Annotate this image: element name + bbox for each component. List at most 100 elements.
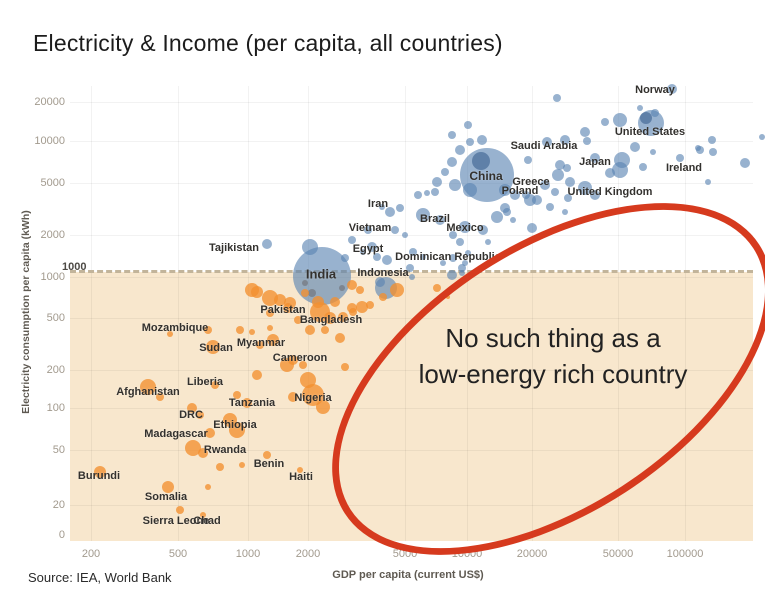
bubble: [708, 136, 716, 144]
y-axis-tick: 2000: [40, 229, 65, 241]
bubble: [650, 149, 656, 155]
bubble: [185, 440, 201, 456]
bubble: [640, 112, 652, 124]
bubble: [532, 195, 542, 205]
bubble: [308, 289, 316, 297]
bubble: [676, 154, 684, 162]
bubble: [242, 398, 252, 408]
x-axis-tick: 2000: [295, 548, 321, 560]
x-axis-tick: 5000: [392, 548, 418, 560]
y-axis-tick: 5000: [40, 177, 65, 189]
bubble: [613, 113, 627, 127]
country-label: Myanmar: [236, 337, 286, 349]
gridline-horizontal: [70, 102, 753, 103]
bubble: [455, 145, 465, 155]
bubble: [321, 326, 329, 334]
bubble: [233, 391, 241, 399]
bubble: [267, 334, 279, 346]
bubble: [432, 177, 442, 187]
gridline-horizontal: [70, 183, 753, 184]
bubble: [347, 280, 357, 290]
y-axis-tick: 10000: [34, 135, 65, 147]
country-label: Mexico: [446, 222, 484, 234]
bubble: [459, 270, 465, 276]
country-label: Bangladesh: [299, 314, 363, 326]
bubble: [338, 312, 348, 322]
bubble: [510, 190, 520, 200]
country-label: Nigeria: [294, 392, 332, 404]
x-axis-tick: 100000: [666, 548, 704, 560]
bubble: [409, 274, 415, 280]
bubble: [162, 481, 174, 493]
country-label: Benin: [253, 458, 285, 470]
country-label: Afghanistan: [116, 386, 180, 398]
source-note: Source: IEA, World Bank: [28, 570, 172, 585]
gridline-horizontal: [70, 141, 753, 142]
bubble: [236, 326, 244, 334]
bubble: [651, 109, 659, 117]
country-label: India: [305, 266, 337, 282]
bubble: [477, 135, 487, 145]
bubble: [367, 242, 377, 252]
country-label: Burundi: [77, 470, 121, 482]
bubble: [266, 309, 274, 317]
bubble: [560, 135, 570, 145]
gridline-vertical: [405, 86, 406, 541]
annotation-line-2: low-energy rich country: [418, 359, 688, 389]
bubble: [612, 162, 628, 178]
country-label: Pakistan: [260, 304, 306, 316]
annotation-text: No such thing as a low-energy rich count…: [419, 320, 688, 392]
bubble: [433, 284, 441, 292]
gridline-horizontal: [70, 505, 753, 506]
x-axis-tick: 1000: [235, 548, 261, 560]
bubble: [339, 285, 345, 291]
bubble: [709, 148, 717, 156]
bubble: [449, 254, 457, 262]
bubble: [390, 283, 404, 297]
bubble: [459, 221, 471, 233]
bubble: [466, 138, 474, 146]
bubble: [284, 297, 296, 309]
bubble: [590, 190, 600, 200]
y-axis-tick: 500: [46, 312, 65, 324]
bubble: [288, 355, 298, 365]
bubble: [491, 211, 503, 223]
bubble: [288, 392, 298, 402]
country-label: Greece: [512, 176, 550, 188]
bubble: [364, 226, 372, 234]
country-label: Indonesia: [357, 267, 409, 279]
bubble: [551, 188, 559, 196]
bubble: [402, 232, 408, 238]
country-label: Haiti: [289, 471, 313, 483]
country-label: Vietnam: [348, 222, 392, 234]
bubble: [447, 157, 457, 167]
bubble: [555, 160, 565, 170]
bubble: [274, 294, 286, 306]
country-label: Rwanda: [203, 444, 247, 456]
country-label: United States: [614, 126, 686, 138]
bubble: [205, 428, 215, 438]
bubble: [396, 204, 404, 212]
gridline-horizontal: [70, 450, 753, 451]
x-axis-tick: 200: [81, 548, 101, 560]
bubble: [330, 297, 340, 307]
country-label: Dominican Republic: [395, 251, 501, 263]
bubble: [200, 512, 206, 518]
bubble: [503, 208, 511, 216]
bubble: [472, 152, 490, 170]
country-label: Sudan: [199, 342, 233, 354]
gridline-vertical: [178, 86, 179, 541]
bubble: [356, 301, 368, 313]
gridline-horizontal: [70, 408, 753, 409]
country-label: United Kingdom: [567, 186, 653, 198]
bubble: [527, 223, 537, 233]
bubble: [302, 239, 318, 255]
bubble: [239, 462, 245, 468]
country-label: China: [469, 169, 503, 183]
bubble: [540, 180, 550, 190]
bubble: [176, 506, 184, 514]
bubble: [448, 131, 456, 139]
bubble: [167, 331, 173, 337]
gridline-vertical: [248, 86, 249, 541]
